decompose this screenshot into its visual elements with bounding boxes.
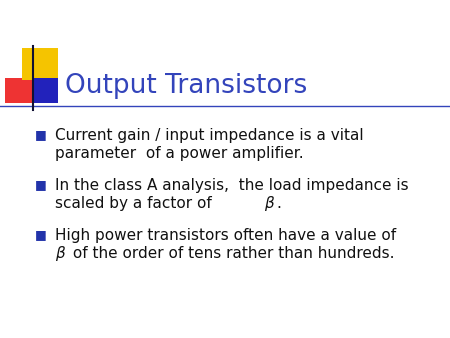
- Bar: [5, 78, 35, 103]
- Text: scaled by a factor of: scaled by a factor of: [55, 196, 216, 211]
- Text: ■: ■: [35, 178, 47, 191]
- Text: β: β: [55, 246, 65, 261]
- Text: .: .: [276, 196, 281, 211]
- Text: Current gain / input impedance is a vital: Current gain / input impedance is a vita…: [55, 128, 364, 143]
- Bar: [22, 48, 58, 80]
- Text: of the order of tens rather than hundreds.: of the order of tens rather than hundred…: [68, 246, 394, 261]
- Text: High power transistors often have a value of: High power transistors often have a valu…: [55, 228, 396, 243]
- Bar: [33, 78, 58, 103]
- Text: In the class A analysis,  the load impedance is: In the class A analysis, the load impeda…: [55, 178, 409, 193]
- Text: Output Transistors: Output Transistors: [65, 73, 307, 99]
- Text: parameter  of a power amplifier.: parameter of a power amplifier.: [55, 146, 304, 161]
- Text: ■: ■: [35, 128, 47, 141]
- Text: ■: ■: [35, 228, 47, 241]
- Text: β: β: [264, 196, 273, 211]
